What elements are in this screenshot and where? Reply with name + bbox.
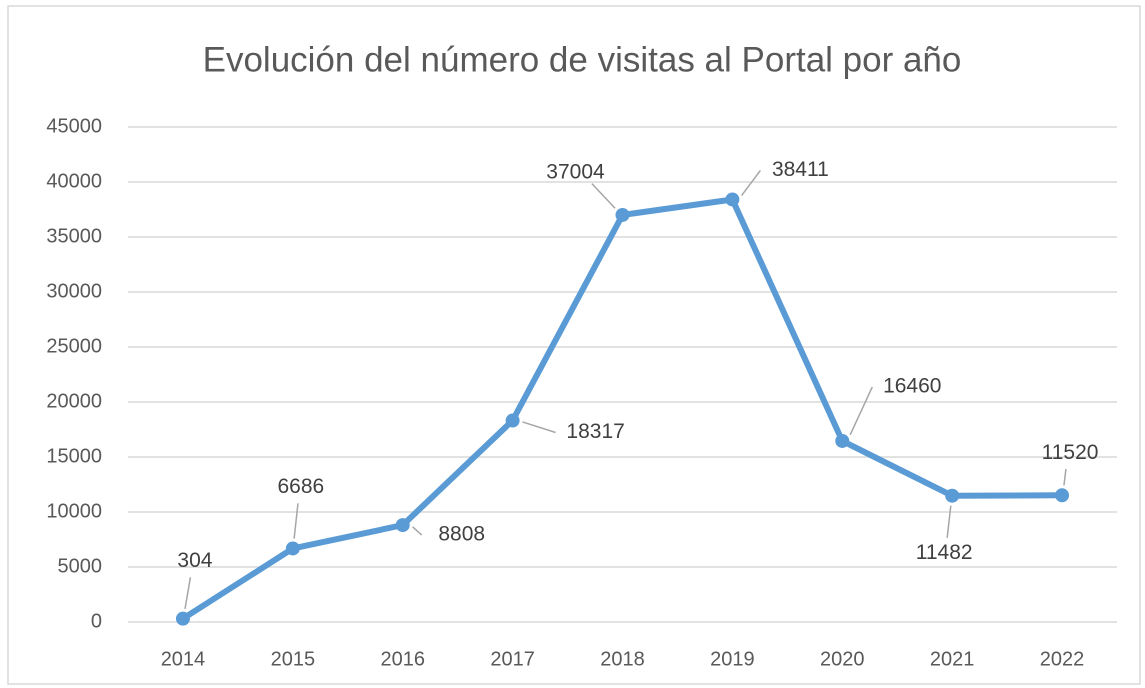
x-tick-label: 2016 [380, 648, 425, 670]
leader-line [1063, 468, 1067, 486]
data-label: 304 [177, 549, 212, 572]
x-tick-label: 2022 [1040, 648, 1085, 670]
marker [395, 518, 410, 533]
marker [1055, 488, 1070, 503]
x-tick-label: 2015 [271, 648, 316, 670]
data-label: 11520 [1042, 441, 1099, 464]
y-tick-label: 0 [91, 610, 102, 632]
y-tick-label: 10000 [46, 500, 102, 522]
y-tick-label: 25000 [46, 335, 102, 357]
chart-title: Evolución del número de visitas al Porta… [203, 40, 962, 79]
data-label: 18317 [566, 420, 624, 443]
y-tick-label: 5000 [58, 555, 103, 577]
data-label: 38411 [772, 158, 829, 181]
leader-line [522, 421, 556, 434]
leader-line [946, 505, 952, 538]
marker [945, 488, 960, 503]
data-label: 6686 [277, 475, 324, 498]
leader-line [849, 386, 873, 436]
data-label: 11482 [916, 541, 973, 564]
marker [835, 433, 850, 448]
marker [175, 611, 190, 626]
data-label: 8808 [438, 523, 485, 546]
x-tick-label: 2014 [161, 648, 206, 670]
leader-line [412, 526, 423, 536]
y-tick-label: 45000 [46, 115, 102, 137]
leader-line [293, 503, 299, 539]
y-tick-label: 15000 [46, 445, 102, 467]
leader-line [184, 577, 192, 609]
x-tick-label: 2020 [820, 648, 865, 670]
marker [725, 192, 740, 207]
leader-line [740, 170, 761, 197]
chart-frame [7, 5, 1141, 685]
leader-line [591, 183, 616, 209]
y-tick-label: 40000 [46, 170, 102, 192]
x-tick-label: 2017 [490, 648, 535, 670]
data-label: 37004 [546, 161, 605, 184]
marker [615, 207, 630, 222]
x-tick-label: 2021 [930, 648, 975, 670]
data-label: 16460 [883, 374, 941, 397]
marker [285, 541, 300, 556]
marker [505, 413, 520, 428]
y-tick-label: 30000 [46, 280, 102, 302]
x-tick-label: 2019 [710, 648, 755, 670]
y-tick-label: 35000 [46, 225, 102, 247]
x-tick-label: 2018 [600, 648, 645, 670]
y-tick-label: 20000 [46, 390, 102, 412]
